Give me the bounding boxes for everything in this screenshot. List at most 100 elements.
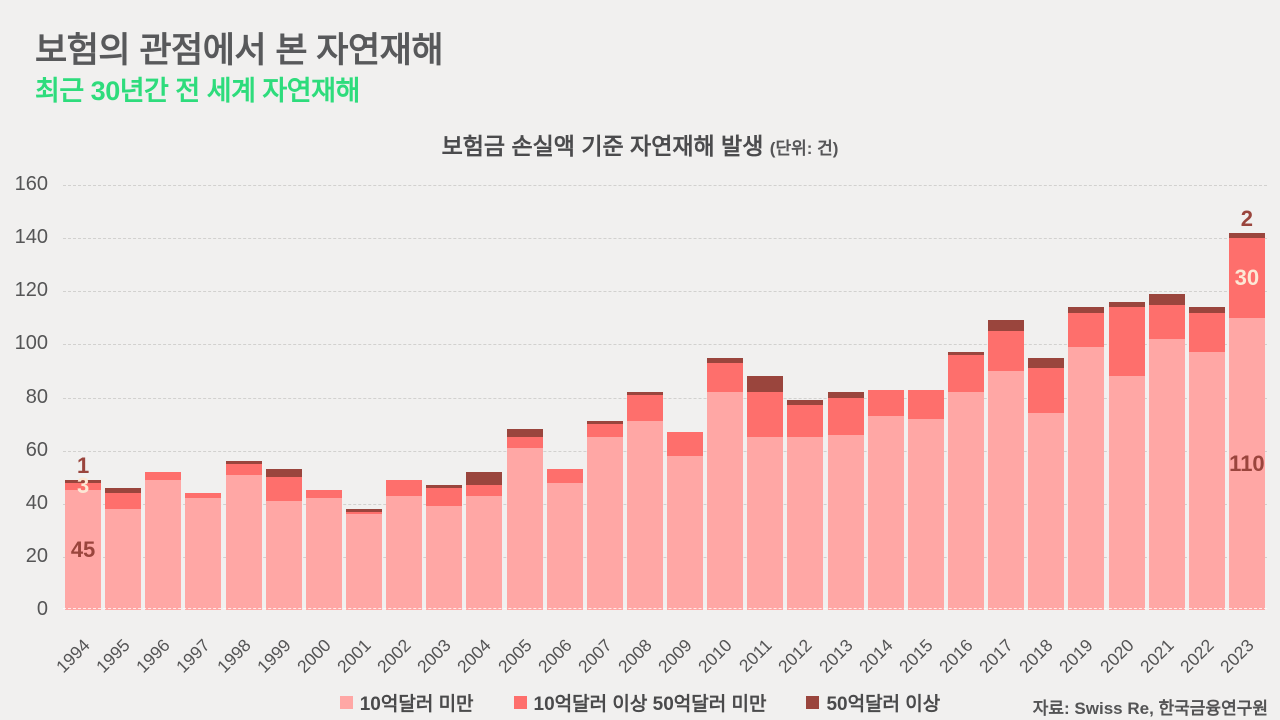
bar-2017-series-2 <box>988 320 1025 332</box>
bar-value-label-1994-2: 1 <box>76 452 90 478</box>
gridline-y-20 <box>63 556 1267 558</box>
x-axis-baseline <box>63 608 1267 609</box>
bar-2007-series-2 <box>586 421 623 425</box>
bar-2022-series-1 <box>1188 312 1225 353</box>
bar-value-label-2023-1: 30 <box>1234 264 1260 290</box>
bar-2014-series-1 <box>867 389 904 417</box>
bar-value-label-2023-0: 110 <box>1229 450 1265 476</box>
bar-1994-series-2 <box>65 479 102 483</box>
legend-swatch-icon-1 <box>513 696 527 709</box>
bar-2023-series-2 <box>1228 232 1265 239</box>
bar-2016-series-2 <box>948 352 984 355</box>
bar-2015-series-0 <box>907 418 944 610</box>
bar-2018-series-2 <box>1028 357 1065 369</box>
y-tick-label-120: 120 <box>14 279 48 302</box>
chart-title-text: 보험금 손실액 기준 자연재해 발생 <box>441 133 764 159</box>
bar-2013-series-2 <box>827 392 864 398</box>
bar-2023-series-0 <box>1228 317 1265 610</box>
bar-1996-series-1 <box>145 471 182 480</box>
bar-1994-series-0 <box>65 490 102 610</box>
bar-2012-series-0 <box>787 437 824 610</box>
bar-2005-series-1 <box>506 437 543 448</box>
bar-2006-series-1 <box>546 469 583 483</box>
y-tick-label-40: 40 <box>25 491 48 514</box>
bar-2004-series-0 <box>466 495 503 610</box>
bar-2016-series-1 <box>948 355 984 393</box>
bar-2019-series-2 <box>1068 307 1105 313</box>
bar-2005-series-0 <box>506 447 543 610</box>
legend: 10억달러 미만 10억달러 이상 50억달러 미만 50억달러 이상 <box>0 689 1280 716</box>
bar-2015-series-1 <box>907 389 944 419</box>
page-subtitle: 최근 30년간 전 세계 자연재해 <box>35 76 360 106</box>
bar-2004-series-2 <box>466 471 503 486</box>
bar-2010-series-0 <box>707 392 744 610</box>
bar-2010-series-1 <box>707 362 744 393</box>
bar-2002-series-0 <box>386 495 423 610</box>
bar-2007-series-0 <box>586 437 623 610</box>
bar-value-label-2023-2: 2 <box>1240 205 1254 231</box>
bar-1999-series-2 <box>265 469 302 478</box>
bar-2011-series-2 <box>747 376 784 393</box>
bar-2002-series-1 <box>386 479 423 496</box>
bar-2014-series-0 <box>867 416 904 610</box>
bar-2022-series-0 <box>1188 352 1225 610</box>
bar-2017-series-1 <box>988 331 1025 371</box>
bar-1998-series-0 <box>225 474 262 610</box>
bar-2010-series-2 <box>707 357 744 363</box>
bar-2008-series-0 <box>626 421 663 610</box>
gridline-y-120 <box>63 291 1267 293</box>
y-tick-label-0: 0 <box>36 598 48 620</box>
bar-2009-series-1 <box>667 432 704 456</box>
bar-2003-series-0 <box>426 506 463 610</box>
bar-2011-series-0 <box>747 437 784 610</box>
bar-2020-series-2 <box>1108 301 1145 308</box>
bar-1995-series-0 <box>105 509 142 610</box>
y-tick-label-140: 140 <box>14 226 48 249</box>
y-tick-label-60: 60 <box>25 438 48 461</box>
bar-1994-series-1 <box>65 482 102 491</box>
legend-item-1: 10억달러 이상 50억달러 미만 <box>513 689 767 716</box>
bar-2019-series-0 <box>1068 347 1105 610</box>
bar-2012-series-1 <box>787 405 824 438</box>
bar-2006-series-0 <box>546 482 583 610</box>
legend-swatch-icon-0 <box>339 696 353 709</box>
bar-2012-series-2 <box>787 400 824 406</box>
bar-2005-series-2 <box>506 429 543 438</box>
legend-swatch-icon-2 <box>806 696 820 709</box>
bar-1998-series-1 <box>225 463 262 475</box>
bar-1996-series-0 <box>145 479 182 610</box>
gridline-y-100 <box>63 344 1267 346</box>
bar-chart-plot-area: 0 20 40 60 80 100 120 140 160 1994 1995 1996 1997 199… <box>15 173 1267 677</box>
bar-2023-series-1 <box>1228 238 1265 318</box>
bar-2021-series-2 <box>1148 293 1185 305</box>
bar-value-label-1994-0: 45 <box>70 537 96 563</box>
bar-value-label-1994-1: 3 <box>76 473 90 499</box>
bar-2003-series-1 <box>426 487 463 507</box>
bar-1997-series-0 <box>185 498 222 610</box>
legend-item-0: 10억달러 미만 <box>339 689 474 716</box>
bar-1999-series-1 <box>265 477 302 502</box>
bar-2001-series-0 <box>346 514 382 610</box>
bar-2001-series-2 <box>346 509 382 512</box>
bar-1997-series-1 <box>185 493 222 499</box>
bar-2000-series-0 <box>305 498 342 610</box>
gridline-y-40 <box>63 503 1267 505</box>
legend-label-2: 50억달러 이상 <box>826 694 941 715</box>
chart-unit-note: (단위: 건) <box>769 139 839 158</box>
gridline-y-60 <box>63 450 1267 452</box>
y-tick-label-80: 80 <box>25 385 48 408</box>
bar-1998-series-2 <box>225 461 262 464</box>
legend-label-1: 10억달러 이상 50억달러 미만 <box>533 694 767 715</box>
bar-1995-series-2 <box>105 487 142 494</box>
bar-2017-series-0 <box>988 370 1025 610</box>
page-title: 보험의 관점에서 본 자연재해 <box>35 31 444 70</box>
y-tick-label-100: 100 <box>14 332 48 355</box>
bar-2018-series-0 <box>1028 413 1065 610</box>
bar-2013-series-0 <box>827 434 864 610</box>
legend-label-0: 10억달러 미만 <box>359 694 474 715</box>
bar-2018-series-1 <box>1028 368 1065 414</box>
gridline-y-80 <box>63 397 1267 399</box>
bar-2022-series-2 <box>1188 307 1225 313</box>
source-note: 자료: Swiss Re, 한국금융연구원 <box>1032 699 1268 718</box>
bar-2001-series-1 <box>346 511 382 515</box>
